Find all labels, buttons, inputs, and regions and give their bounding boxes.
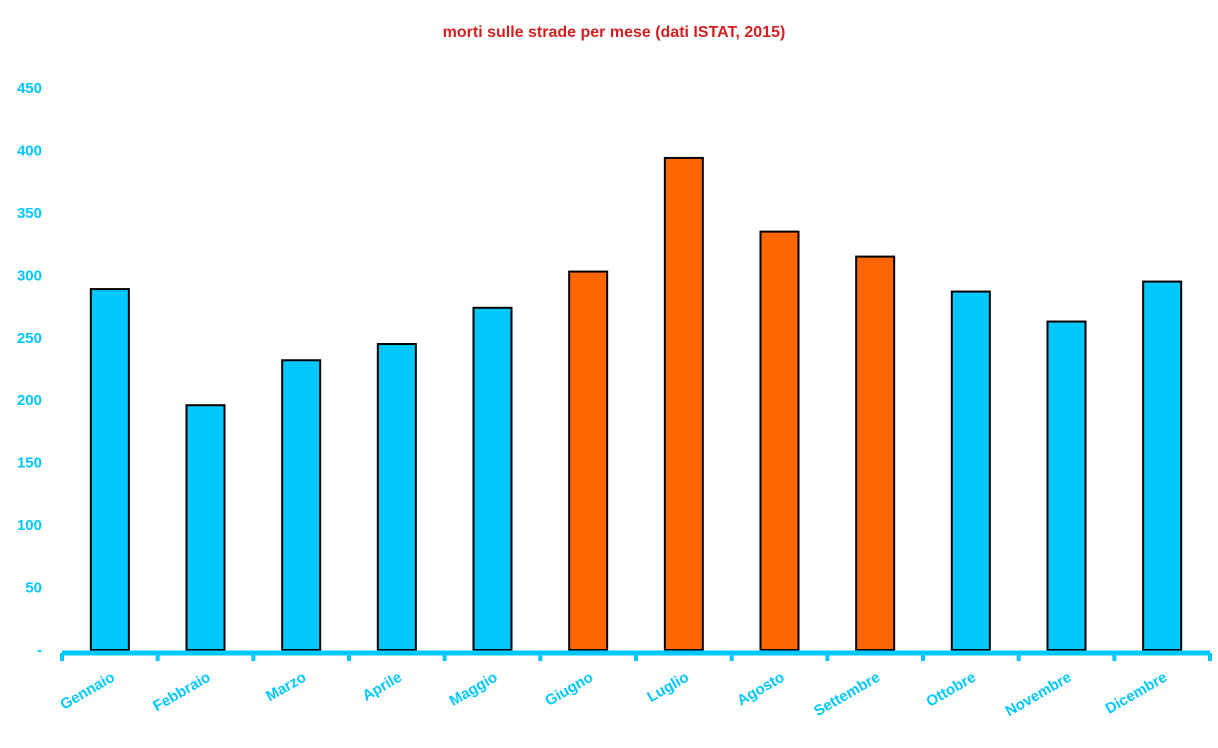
y-tick-label: 50: [25, 580, 42, 597]
x-tick-label-gennaio: Gennaio: [57, 669, 117, 714]
x-tick-label-agosto: Agosto: [734, 669, 787, 710]
y-tick-label: 200: [17, 392, 42, 409]
bars-group: [89, 156, 1183, 651]
y-tick-label: 450: [17, 80, 42, 97]
y-tick-label: 350: [17, 205, 42, 222]
bar-gennaio: [89, 288, 130, 651]
y-tick-label: 300: [17, 267, 42, 284]
bar-dicembre: [1142, 280, 1183, 651]
bar-agosto: [759, 230, 800, 651]
bar-settembre: [855, 255, 896, 651]
x-tick-label-dicembre: Dicembre: [1102, 669, 1170, 718]
x-axis: [60, 650, 1212, 661]
x-tick-label-marzo: Marzo: [263, 669, 309, 705]
bar-aprile: [376, 343, 417, 651]
x-tick-label-novembre: Novembre: [1002, 669, 1074, 720]
x-axis-tick-labels: Gennaio Febbraio Marzo Aprile Maggio Giugno Lu…: [57, 669, 1170, 720]
bar-maggio: [472, 306, 513, 651]
y-tick-label: 150: [17, 455, 42, 472]
bar-febbraio: [185, 404, 226, 651]
x-tick-label-maggio: Maggio: [447, 669, 501, 710]
bar-novembre: [1046, 320, 1087, 651]
bar-marzo: [281, 359, 322, 651]
bar-luglio: [663, 156, 704, 651]
x-tick-label-ottobre: Ottobre: [923, 669, 978, 711]
y-axis-ticks: - 50 100 150 200 250 300 350 400 450: [17, 80, 42, 659]
y-tick-label: 400: [17, 142, 42, 159]
x-tick-label-settembre: Settembre: [811, 669, 883, 720]
bar-ottobre: [950, 290, 991, 651]
x-tick-label-febbraio: Febbraio: [150, 669, 213, 715]
x-tick-label-luglio: Luglio: [644, 669, 691, 706]
y-tick-label: -: [37, 642, 42, 659]
bar-giugno: [568, 270, 609, 651]
chart-title: morti sulle strade per mese (dati ISTAT,…: [443, 24, 786, 41]
y-tick-label: 250: [17, 330, 42, 347]
y-tick-label: 100: [17, 517, 42, 534]
x-tick-label-giugno: Giugno: [542, 669, 596, 710]
x-tick-label-aprile: Aprile: [360, 669, 405, 705]
